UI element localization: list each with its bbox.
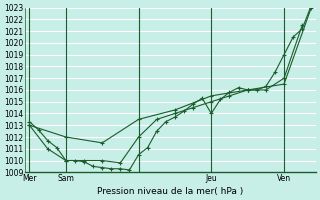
X-axis label: Pression niveau de la mer( hPa ): Pression niveau de la mer( hPa ) bbox=[97, 187, 244, 196]
